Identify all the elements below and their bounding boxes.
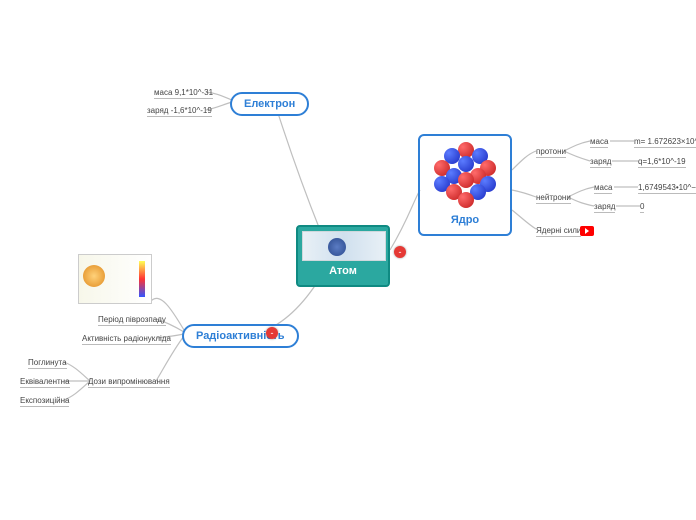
collapse-dot[interactable]: -	[394, 246, 406, 258]
center-image	[302, 231, 386, 261]
center-label: Атом	[302, 265, 384, 277]
collapse-dot-radio[interactable]: -	[266, 327, 278, 339]
leaf-neutrons[interactable]: нейтрони	[536, 193, 571, 204]
leaf-neutron-charge[interactable]: заряд	[594, 202, 615, 213]
youtube-icon[interactable]	[580, 226, 594, 236]
leaf-dose-equivalent[interactable]: Еквівалентна	[20, 377, 70, 388]
branch-nucleus[interactable]: Ядро	[418, 134, 512, 236]
leaf-doses[interactable]: Дози випромінювання	[88, 377, 170, 388]
leaf-electron-charge[interactable]: заряд -1,6*10^-19	[147, 106, 212, 117]
leaf-neutron-mass[interactable]: маса	[594, 183, 612, 194]
leaf-neutron-charge-val: 0	[640, 202, 644, 213]
leaf-proton-mass-val: m= 1.672623×10^-2	[634, 137, 696, 148]
branch-electron[interactable]: Електрон	[230, 92, 309, 116]
leaf-neutron-mass-val: 1,6749543•10^−27	[638, 183, 696, 194]
nucleus-image	[426, 142, 506, 210]
leaf-halflife[interactable]: Період піврозпаду	[98, 315, 166, 326]
leaf-electron-mass[interactable]: маса 9,1*10^-31	[154, 88, 213, 99]
center-node-atom[interactable]: Атом	[296, 225, 390, 287]
leaf-protons[interactable]: протони	[536, 147, 566, 158]
leaf-dose-exposure[interactable]: Експозиційна	[20, 396, 69, 407]
leaf-proton-charge[interactable]: заряд	[590, 157, 611, 168]
radio-image	[78, 254, 152, 304]
leaf-dose-absorbed[interactable]: Поглинута	[28, 358, 67, 369]
branch-radioactivity[interactable]: Радіоактивність	[182, 324, 299, 348]
leaf-nuclear-forces[interactable]: Ядерні сили	[536, 226, 581, 237]
leaf-activity[interactable]: Активність радіонукліда	[82, 334, 171, 345]
leaf-proton-charge-val: q=1,6*10^-19	[638, 157, 686, 168]
leaf-proton-mass[interactable]: маса	[590, 137, 608, 148]
nucleus-label: Ядро	[426, 214, 504, 226]
